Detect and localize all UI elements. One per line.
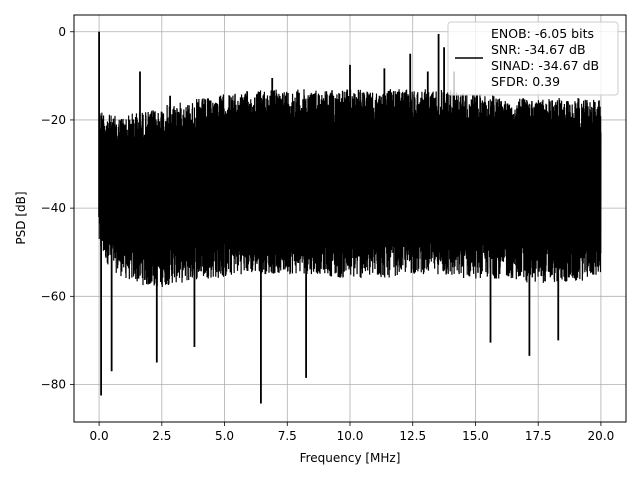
x-axis-label: Frequency [MHz] (300, 451, 401, 465)
legend-box (447, 21, 619, 96)
y-axis-label: PSD [dB] (14, 191, 28, 244)
x-tick-label: 17.5 (525, 429, 552, 443)
x-tick-label: 10.0 (337, 429, 364, 443)
plot-area (98, 31, 602, 404)
x-tick-label: 5.0 (215, 429, 234, 443)
x-tick-label: 0.0 (90, 429, 109, 443)
x-tick-label: 15.0 (462, 429, 489, 443)
x-tick-label: 20.0 (588, 429, 615, 443)
legend-text-sinad: SINAD: -34.67 dB (491, 58, 599, 73)
legend: ENOB: -6.05 bits SNR: -34.67 dB SINAD: -… (447, 21, 619, 96)
y-tick-label: −40 (41, 201, 66, 215)
x-tick-label: 12.5 (399, 429, 426, 443)
legend-text-sfdr: SFDR: 0.39 (491, 74, 560, 89)
y-axis-ticks: 0 −20 −40 −60 −80 (41, 25, 74, 392)
y-tick-label: −60 (41, 289, 66, 303)
y-tick-label: −20 (41, 113, 66, 127)
y-tick-label: −80 (41, 378, 66, 392)
x-tick-label: 2.5 (152, 429, 171, 443)
x-axis-ticks: 0.0 2.5 5.0 7.5 10.0 12.5 15.0 17.5 20.0 (90, 422, 615, 443)
legend-text-enob: ENOB: -6.05 bits (491, 26, 594, 41)
legend-text-snr: SNR: -34.67 dB (491, 42, 586, 57)
y-tick-label: 0 (58, 25, 66, 39)
x-tick-label: 7.5 (278, 429, 297, 443)
